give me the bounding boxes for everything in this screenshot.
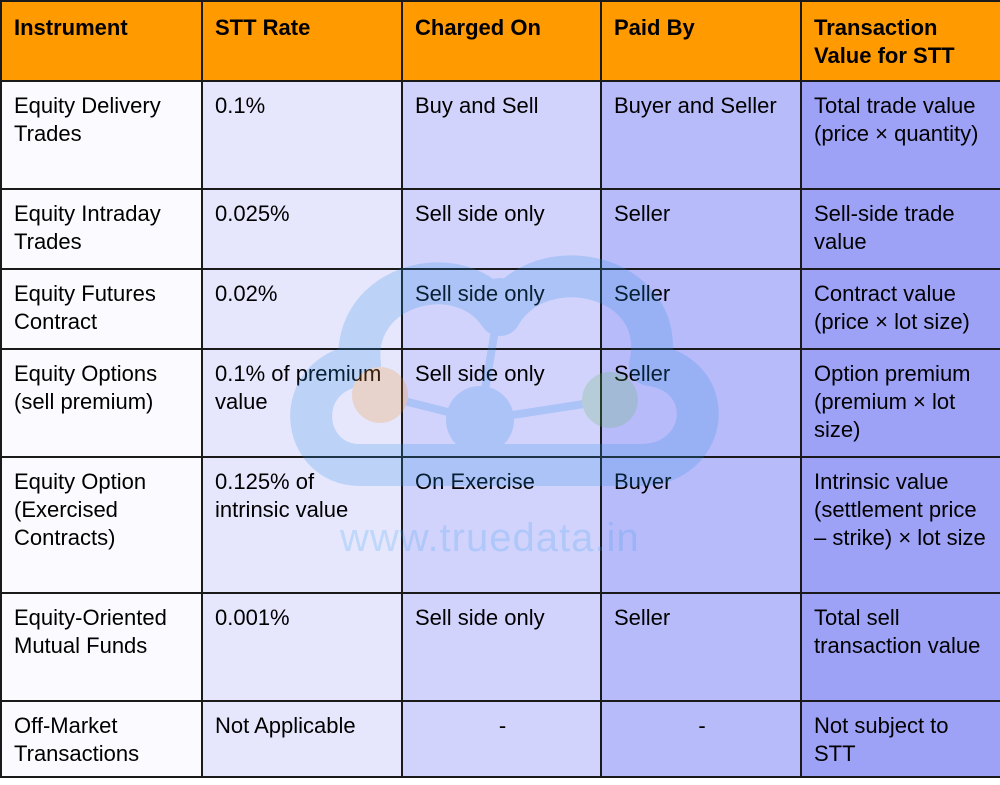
cell-stt-rate: 0.02%: [201, 268, 403, 350]
cell-transaction-value: Not subject to STT: [800, 700, 1000, 778]
cell-stt-rate: 0.125% of intrinsic value: [201, 456, 403, 594]
cell-paid-by: Seller: [600, 348, 802, 458]
cell-transaction-value: Sell-side trade value: [800, 188, 1000, 270]
table-row: Equity Option (Exercised Contracts) 0.12…: [0, 456, 1000, 594]
table-row: Equity Options (sell premium) 0.1% of pr…: [0, 348, 1000, 458]
cell-paid-by: Buyer and Seller: [600, 80, 802, 190]
cell-stt-rate: 0.1% of premium value: [201, 348, 403, 458]
table-row: Equity Delivery Trades 0.1% Buy and Sell…: [0, 80, 1000, 190]
cell-transaction-value: Intrinsic value (settlement price – stri…: [800, 456, 1000, 594]
cell-instrument: Off-Market Transactions: [0, 700, 203, 778]
cell-charged-on: Sell side only: [401, 592, 602, 702]
cell-charged-on: Sell side only: [401, 268, 602, 350]
cell-instrument: Equity Intraday Trades: [0, 188, 203, 270]
cell-stt-rate: Not Applicable: [201, 700, 403, 778]
cell-instrument: Equity Option (Exercised Contracts): [0, 456, 203, 594]
cell-charged-on: -: [401, 700, 602, 778]
header-transaction-value: Transaction Value for STT: [800, 0, 1000, 82]
cell-stt-rate: 0.001%: [201, 592, 403, 702]
cell-charged-on: Buy and Sell: [401, 80, 602, 190]
table-row: Equity Futures Contract 0.02% Sell side …: [0, 268, 1000, 350]
cell-instrument: Equity Futures Contract: [0, 268, 203, 350]
cell-paid-by: Seller: [600, 592, 802, 702]
header-instrument: Instrument: [0, 0, 203, 82]
cell-transaction-value: Contract value (price × lot size): [800, 268, 1000, 350]
cell-transaction-value: Total sell transaction value: [800, 592, 1000, 702]
cell-instrument: Equity-Oriented Mutual Funds: [0, 592, 203, 702]
header-paid-by: Paid By: [600, 0, 802, 82]
cell-stt-rate: 0.025%: [201, 188, 403, 270]
cell-charged-on: Sell side only: [401, 348, 602, 458]
cell-instrument: Equity Options (sell premium): [0, 348, 203, 458]
cell-paid-by: -: [600, 700, 802, 778]
header-stt-rate: STT Rate: [201, 0, 403, 82]
header-charged-on: Charged On: [401, 0, 602, 82]
table-row: Equity-Oriented Mutual Funds 0.001% Sell…: [0, 592, 1000, 702]
cell-instrument: Equity Delivery Trades: [0, 80, 203, 190]
table-row: Off-Market Transactions Not Applicable -…: [0, 700, 1000, 778]
header-row: Instrument STT Rate Charged On Paid By T…: [0, 0, 1000, 82]
cell-charged-on: On Exercise: [401, 456, 602, 594]
cell-transaction-value: Total trade value (price × quantity): [800, 80, 1000, 190]
cell-paid-by: Buyer: [600, 456, 802, 594]
cell-charged-on: Sell side only: [401, 188, 602, 270]
cell-transaction-value: Option premium (premium × lot size): [800, 348, 1000, 458]
cell-paid-by: Seller: [600, 268, 802, 350]
cell-stt-rate: 0.1%: [201, 80, 403, 190]
table-row: Equity Intraday Trades 0.025% Sell side …: [0, 188, 1000, 270]
cell-paid-by: Seller: [600, 188, 802, 270]
